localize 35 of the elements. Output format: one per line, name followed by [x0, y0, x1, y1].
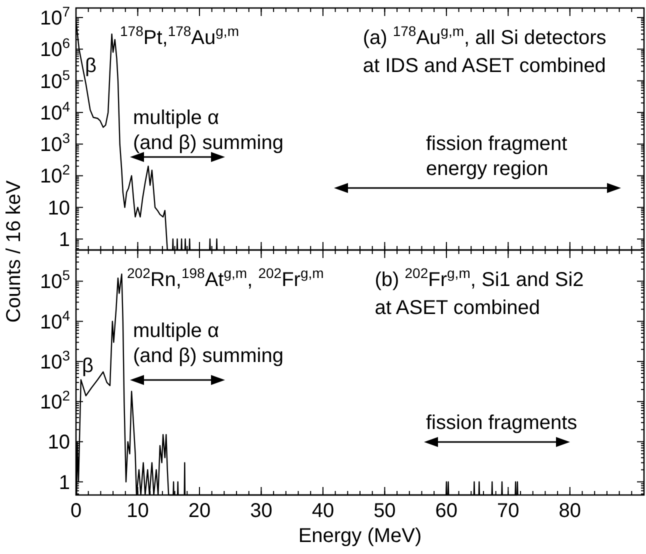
annotation: fission fragment energy region	[426, 133, 568, 180]
annotation: fission fragments	[426, 412, 578, 434]
y-tick-label: 10$^{3}$	[40, 130, 70, 156]
x-tick-label: 80	[558, 500, 582, 522]
annotation: multiple α (and β) summing	[133, 107, 284, 154]
annotation: $^{178}$Pt,$^{178}$Au$^{g,m}$	[120, 23, 239, 49]
text: $^{202}$Rn,$^{198}$At$^{g,m}$, $^{202}$Fr$^{g,m}$	[127, 265, 324, 291]
y-tick-label: 10$^{5}$	[40, 66, 70, 93]
text: (b) $^{202}$Fr$^{g,m}$, Si1 and Si2 at ASET combined	[374, 265, 584, 319]
x-tick-label: 20	[188, 500, 211, 522]
x-tick-label: 50	[374, 500, 396, 522]
x-tick-label: 0	[70, 500, 82, 522]
annotation: β	[85, 55, 97, 77]
y-tick-label: 10	[48, 432, 70, 454]
y-tick-label: 1	[58, 472, 70, 494]
y-tick-label: 10$^{4}$	[40, 98, 70, 124]
y-tick-label: 1	[58, 229, 70, 252]
x-tick-label: 60	[435, 500, 458, 522]
y-tick-label: 10$^{4}$	[40, 307, 70, 334]
y-tick-label: 10	[48, 197, 70, 220]
x-tick-label: 30	[250, 500, 272, 522]
x-tick-label: 40	[312, 500, 334, 522]
y-axis-title: Counts / 16 keV	[3, 180, 25, 323]
y-tick-label: 10$^{7}$	[40, 4, 70, 30]
y-tick-label: 10$^{5}$	[40, 267, 70, 294]
y-tick-label: 10$^{2}$	[40, 162, 70, 188]
x-tick-label: 10	[126, 500, 149, 522]
x-axis-title: Energy (MeV)	[298, 525, 422, 547]
y-tick-label: 10$^{3}$	[40, 347, 70, 374]
text: (a) $^{178}$Au$^{g,m}$, all Si detectors at IDS and ASET combined	[362, 23, 606, 77]
y-tick-label: 10$^{2}$	[40, 388, 70, 414]
annotation: multiple α (and β) summing	[133, 320, 284, 367]
x-tick-label: 70	[497, 500, 520, 522]
annotation: β	[82, 355, 94, 377]
y-tick-label: 10$^{6}$	[40, 35, 70, 62]
